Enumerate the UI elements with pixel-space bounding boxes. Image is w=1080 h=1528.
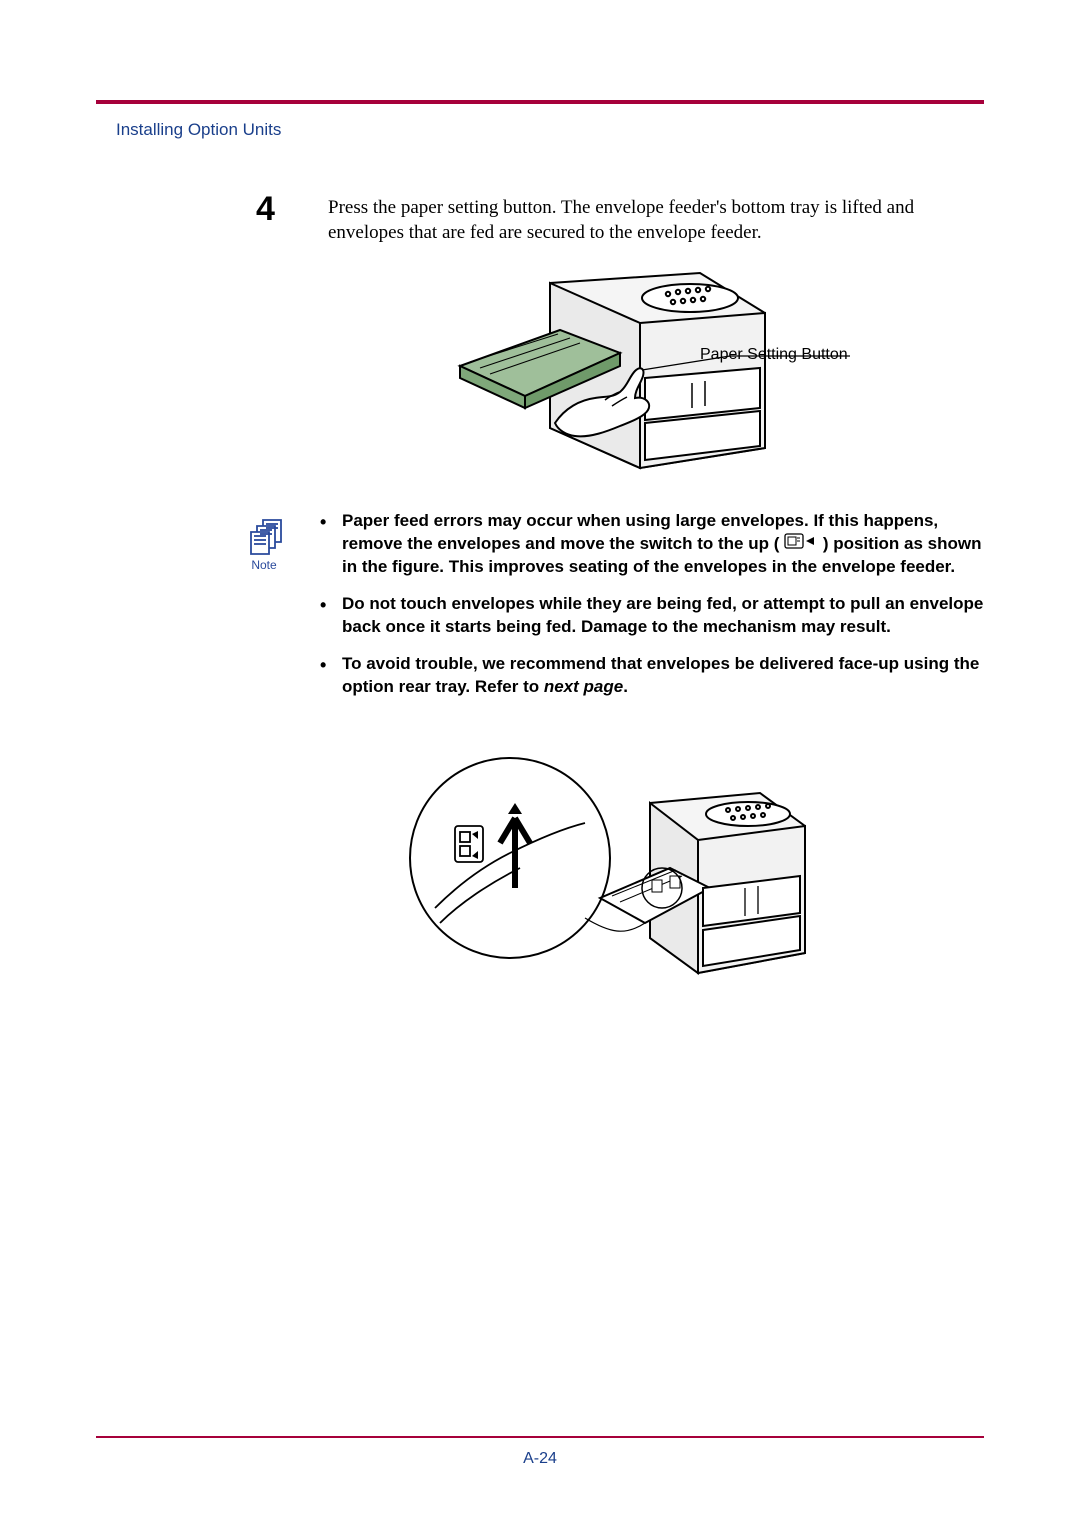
figure-envelope-feeder	[430, 258, 850, 488]
note-item-3: To avoid trouble, we recommend that enve…	[320, 653, 984, 699]
note-list: Paper feed errors may occur when using l…	[320, 510, 984, 713]
note-icon-block: Note	[240, 516, 288, 572]
step-4: 4 Press the paper setting button. The en…	[288, 196, 984, 245]
note-item-1: Paper feed errors may occur when using l…	[320, 510, 984, 579]
step-number: 4	[256, 190, 275, 229]
note-item-3-post: .	[623, 677, 628, 696]
switch-up-icon	[784, 533, 818, 556]
figure-switch-detail	[400, 748, 820, 1008]
note-item-3-pre: To avoid trouble, we recommend that enve…	[342, 654, 979, 696]
top-rule	[96, 100, 984, 104]
note-item-2: Do not touch envelopes while they are be…	[320, 593, 984, 639]
note-item-3-italic: next page	[544, 677, 623, 696]
note-label: Note	[240, 558, 288, 572]
page-number: A-24	[0, 1450, 1080, 1468]
note-pages-icon	[243, 516, 285, 556]
bottom-rule	[96, 1436, 984, 1438]
callout-paper-setting-button: Paper Setting Button	[700, 346, 848, 364]
section-title: Installing Option Units	[116, 120, 281, 140]
manual-page: Installing Option Units 4 Press the pape…	[0, 0, 1080, 1528]
step-text: Press the paper setting button. The enve…	[328, 196, 984, 245]
